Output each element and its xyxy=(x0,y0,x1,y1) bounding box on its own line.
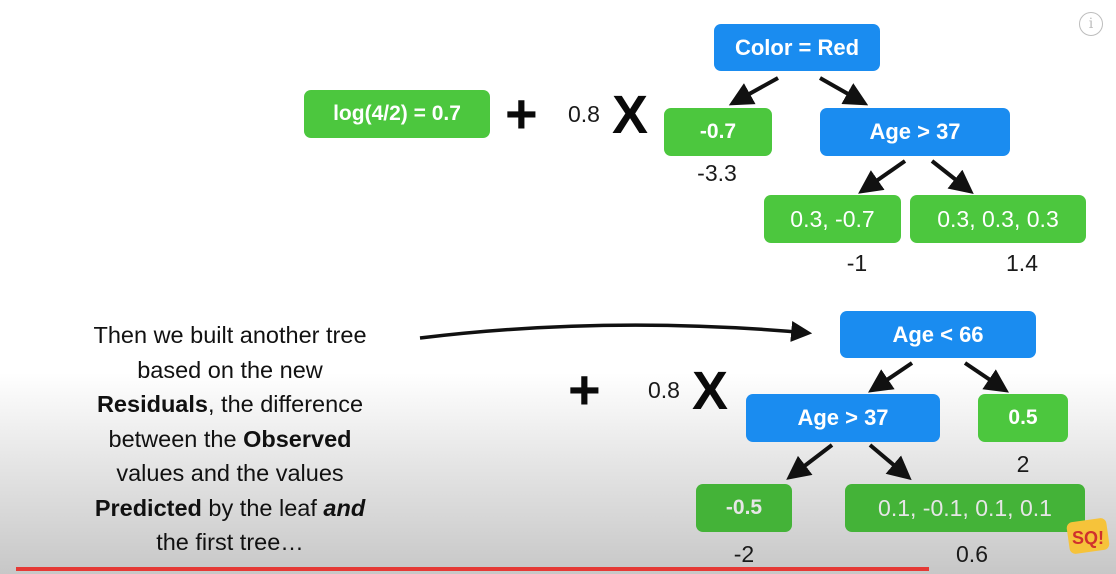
leaf-output-value: -3.3 xyxy=(697,160,737,186)
tree1-leaf-a: 0.3, -0.7 xyxy=(764,195,901,243)
video-progress-bar[interactable] xyxy=(16,567,1116,571)
arrow-icon xyxy=(728,76,779,106)
leaf-output-value: 2 xyxy=(1016,451,1030,477)
arrow-icon xyxy=(868,443,912,481)
tree1-root-node: Color = Red xyxy=(714,24,880,71)
arrow-icon xyxy=(930,159,974,194)
arrow-icon xyxy=(819,76,869,106)
leaf-output-value: -2 xyxy=(733,541,755,567)
tree2-right-leaf: 0.5 xyxy=(978,394,1068,442)
tree1-age-node: Age > 37 xyxy=(820,108,1010,156)
multiply-sign: X xyxy=(612,85,649,145)
arrow-icon xyxy=(868,361,914,393)
channel-logo[interactable]: SQ! xyxy=(1066,516,1110,556)
plus-sign: + xyxy=(505,82,538,145)
initial-prediction-box: log(4/2) = 0.7 xyxy=(304,90,490,138)
tree2-leaf-b: 0.1, -0.1, 0.1, 0.1 xyxy=(845,484,1085,532)
tree2-age-node: Age > 37 xyxy=(746,394,940,442)
leaf-output-value: 1.4 xyxy=(1006,250,1038,276)
tree1-leaf-b: 0.3, 0.3, 0.3 xyxy=(910,195,1086,243)
arrow-icon xyxy=(419,321,813,342)
tree2-leaf-a: -0.5 xyxy=(696,484,792,532)
multiply-sign: X xyxy=(692,361,729,421)
learning-rate: 0.8 xyxy=(568,101,600,127)
narration-caption: Then we built another tree based on the … xyxy=(93,322,367,555)
plus-sign: + xyxy=(568,358,601,421)
leaf-output-value: -1 xyxy=(846,250,868,276)
progress-fill xyxy=(16,567,929,571)
arrow-icon xyxy=(858,159,907,194)
arrow-icon xyxy=(963,361,1009,393)
svg-text:SQ!: SQ! xyxy=(1072,528,1104,548)
arrow-icon xyxy=(786,443,834,480)
tree2-root-node: Age < 66 xyxy=(840,311,1036,358)
info-icon[interactable]: i xyxy=(1079,12,1103,36)
leaf-output-value: 0.6 xyxy=(956,541,988,567)
learning-rate: 0.8 xyxy=(648,377,680,403)
tree1-left-leaf: -0.7 xyxy=(664,108,772,156)
